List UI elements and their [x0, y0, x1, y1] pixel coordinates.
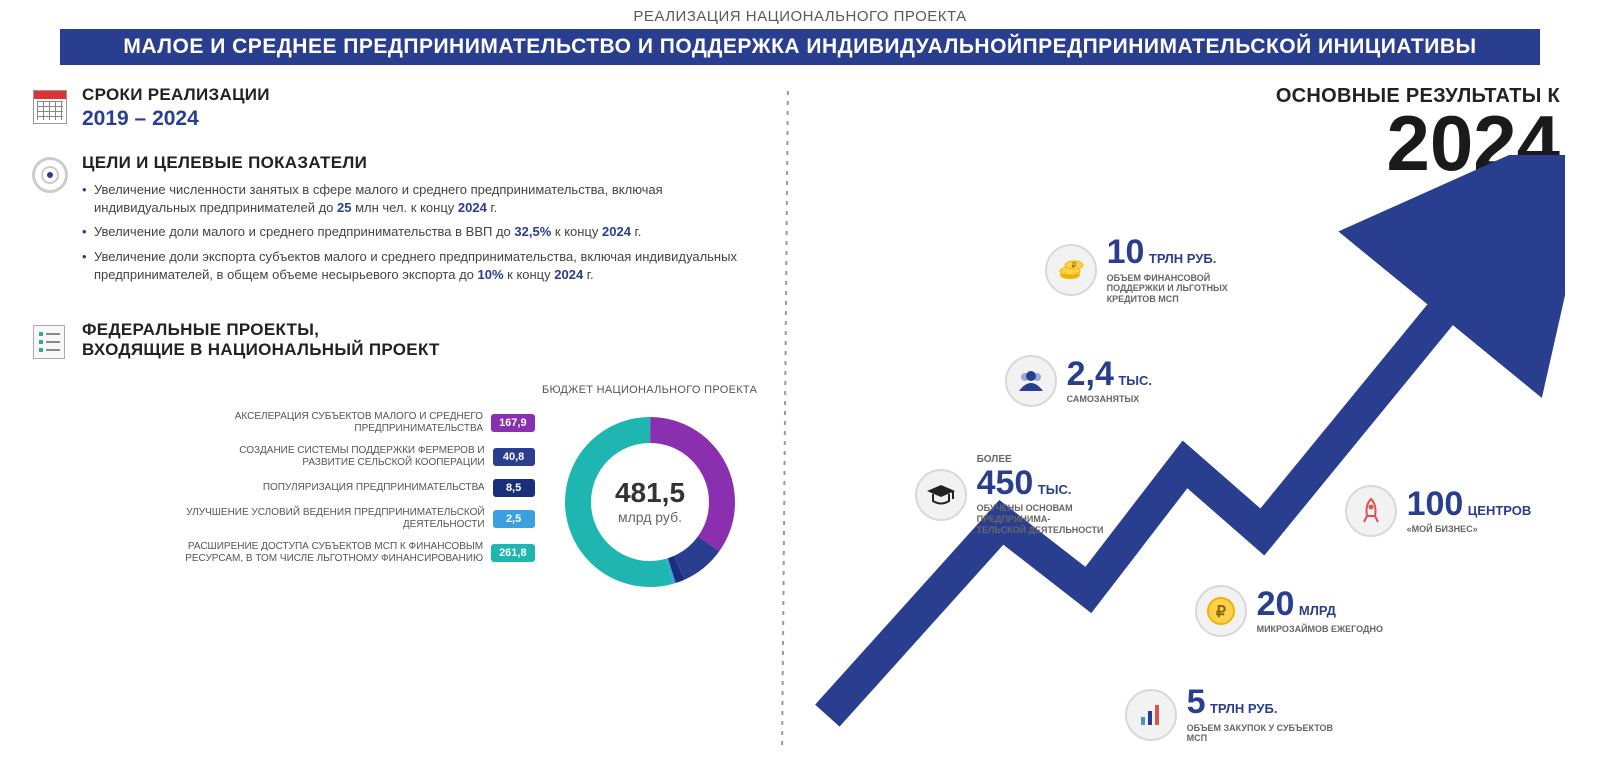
coins-icon: ₽: [1045, 244, 1097, 296]
kpi-number: 10: [1107, 235, 1145, 271]
legend-label: СОЗДАНИЕ СИСТЕМЫ ПОДДЕРЖКИ ФЕРМЕРОВ И РА…: [185, 445, 485, 469]
goals-section: ЦЕЛИ И ЦЕЛЕВЫЕ ПОКАЗАТЕЛИ Увеличение чис…: [30, 153, 765, 290]
kpi-training: БОЛЕЕ 450 ТЫС. ОБУЧЕНЫ ОСНОВАМ ПРЕДПРИНИ…: [915, 455, 1137, 536]
timeline-range: 2019 – 2024: [82, 107, 765, 131]
donut-legend: АКСЕЛЕРАЦИЯ СУБЪЕКТОВ МАЛОГО И СРЕДНЕГО …: [30, 411, 535, 575]
people-icon: [1005, 355, 1057, 407]
legend-row: ПОПУЛЯРИЗАЦИЯ ПРЕДПРИНИМАТЕЛЬСТВА 8,5: [30, 479, 535, 497]
kpi-procurement: 5 ТРЛН РУБ. ОБЪЕМ ЗАКУПОК У СУБЪЕКТОВ МС…: [1125, 685, 1347, 744]
donut-center-value: 481,5: [615, 477, 685, 508]
ruble-icon: ₽: [1195, 585, 1247, 637]
goal-item: Увеличение доли экспорта субъектов малог…: [82, 248, 765, 284]
kpi-unit: ТРЛН РУБ.: [1210, 701, 1277, 716]
kpi-number: 20: [1257, 587, 1295, 623]
kpi-desc: ОБУЧЕНЫ ОСНОВАМ ПРЕДПРИНИМА-ТЕЛЬСКОЙ ДЕЯ…: [977, 503, 1137, 535]
goal-item: Увеличение численности занятых в сфере м…: [82, 181, 765, 217]
federal-section: ФЕДЕРАЛЬНЫЕ ПРОЕКТЫ, ВХОДЯЩИЕ В НАЦИОНАЛ…: [30, 320, 765, 362]
timeline-section: СРОКИ РЕАЛИЗАЦИИ 2019 – 2024: [30, 85, 765, 131]
federal-title-2: ВХОДЯЩИЕ В НАЦИОНАЛЬНЫЙ ПРОЕКТ: [82, 340, 765, 360]
results-year: 2024: [805, 108, 1560, 178]
legend-chip: 167,9: [491, 414, 535, 432]
header-main-title: МАЛОЕ И СРЕДНЕЕ ПРЕДПРИНИМАТЕЛЬСТВО И ПО…: [60, 29, 1540, 65]
content: СРОКИ РЕАЛИЗАЦИИ 2019 – 2024 ЦЕЛИ И ЦЕЛЕ…: [0, 65, 1600, 745]
gradcap-icon: [915, 469, 967, 521]
legend-chip: 261,8: [491, 544, 535, 562]
kpi-number: 5: [1187, 685, 1206, 721]
federal-title-1: ФЕДЕРАЛЬНЫЕ ПРОЕКТЫ,: [82, 320, 765, 340]
header: РЕАЛИЗАЦИЯ НАЦИОНАЛЬНОГО ПРОЕКТА МАЛОЕ И…: [0, 0, 1600, 65]
svg-text:₽: ₽: [1216, 604, 1226, 621]
legend-chip: 40,8: [493, 448, 535, 466]
kpi-desc: ОБЪЕМ ЗАКУПОК У СУБЪЕКТОВ МСП: [1187, 723, 1347, 745]
kpi-unit: ЦЕНТРОВ: [1468, 503, 1532, 518]
legend-chip: 2,5: [493, 510, 535, 528]
target-icon: [30, 155, 70, 195]
legend-label: РАСШИРЕНИЕ ДОСТУПА СУБЪЕКТОВ МСП К ФИНАН…: [183, 541, 483, 565]
svg-text:₽: ₽: [1071, 261, 1076, 270]
right-panel: ОСНОВНЫЕ РЕЗУЛЬТАТЫ К 2024 ГОДУ ₽ 10 ТРЛ…: [785, 85, 1570, 745]
results-header: ОСНОВНЫЕ РЕЗУЛЬТАТЫ К 2024 ГОДУ: [805, 85, 1570, 202]
kpi-number: 450: [977, 466, 1034, 502]
kpi-microloans: ₽ 20 МЛРД МИКРОЗАЙМОВ ЕЖЕГОДНО: [1195, 585, 1383, 637]
legend-label: АКСЕЛЕРАЦИЯ СУБЪЕКТОВ МАЛОГО И СРЕДНЕГО …: [183, 411, 483, 435]
legend-label: УЛУЧШЕНИЕ УСЛОВИЙ ВЕДЕНИЯ ПРЕДПРИНИМАТЕЛ…: [185, 507, 485, 531]
kpi-centers: 100 ЦЕНТРОВ «МОЙ БИЗНЕС»: [1345, 485, 1532, 537]
header-pretitle: РЕАЛИЗАЦИЯ НАЦИОНАЛЬНОГО ПРОЕКТА: [20, 8, 1580, 25]
timeline-title: СРОКИ РЕАЛИЗАЦИИ: [82, 85, 765, 105]
donut-title: БЮДЖЕТ НАЦИОНАЛЬНОГО ПРОЕКТА: [535, 384, 765, 396]
kpi-unit: ТЫС.: [1118, 373, 1152, 388]
kpi-unit: ТРЛН РУБ.: [1149, 251, 1216, 266]
legend-row: АКСЕЛЕРАЦИЯ СУБЪЕКТОВ МАЛОГО И СРЕДНЕГО …: [30, 411, 535, 435]
donut-chart: 481,5 млрд руб.: [550, 402, 750, 602]
list-icon: [30, 322, 70, 362]
donut-center-unit: млрд руб.: [618, 509, 682, 525]
kpi-desc: «МОЙ БИЗНЕС»: [1407, 524, 1532, 535]
barchart-icon: [1125, 689, 1177, 741]
kpi-desc: ОБЪЕМ ФИНАНСОВОЙ ПОДДЕРЖКИ И ЛЬГОТНЫХ КР…: [1107, 273, 1267, 305]
kpi-unit: МЛРД: [1299, 603, 1336, 618]
kpi-selfemployed: 2,4 ТЫС. САМОЗАНЯТЫХ: [1005, 355, 1152, 407]
kpi-number: 100: [1407, 487, 1464, 523]
kpi-finance: ₽ 10 ТРЛН РУБ. ОБЪЕМ ФИНАНСОВОЙ ПОДДЕРЖК…: [1045, 235, 1267, 305]
left-panel: СРОКИ РЕАЛИЗАЦИИ 2019 – 2024 ЦЕЛИ И ЦЕЛЕ…: [30, 85, 785, 745]
kpi-desc: МИКРОЗАЙМОВ ЕЖЕГОДНО: [1257, 624, 1383, 635]
legend-row: СОЗДАНИЕ СИСТЕМЫ ПОДДЕРЖКИ ФЕРМЕРОВ И РА…: [30, 445, 535, 469]
legend-label: ПОПУЛЯРИЗАЦИЯ ПРЕДПРИНИМАТЕЛЬСТВА: [263, 482, 485, 494]
kpi-desc: САМОЗАНЯТЫХ: [1067, 394, 1152, 405]
donut-wrap: БЮДЖЕТ НАЦИОНАЛЬНОГО ПРОЕКТА 481,5 млрд …: [535, 384, 765, 602]
goal-item: Увеличение доли малого и среднего предпр…: [82, 223, 765, 241]
legend-row: РАСШИРЕНИЕ ДОСТУПА СУБЪЕКТОВ МСП К ФИНАН…: [30, 541, 535, 565]
kpi-unit: ТЫС.: [1038, 482, 1072, 497]
donut-area: АКСЕЛЕРАЦИЯ СУБЪЕКТОВ МАЛОГО И СРЕДНЕГО …: [30, 384, 765, 602]
legend-row: УЛУЧШЕНИЕ УСЛОВИЙ ВЕДЕНИЯ ПРЕДПРИНИМАТЕЛ…: [30, 507, 535, 531]
kpi-number: 2,4: [1067, 357, 1114, 393]
calendar-icon: [30, 87, 70, 127]
legend-chip: 8,5: [493, 479, 535, 497]
goals-title: ЦЕЛИ И ЦЕЛЕВЫЕ ПОКАЗАТЕЛИ: [82, 153, 765, 173]
goals-list: Увеличение численности занятых в сфере м…: [82, 181, 765, 284]
rocket-icon: [1345, 485, 1397, 537]
